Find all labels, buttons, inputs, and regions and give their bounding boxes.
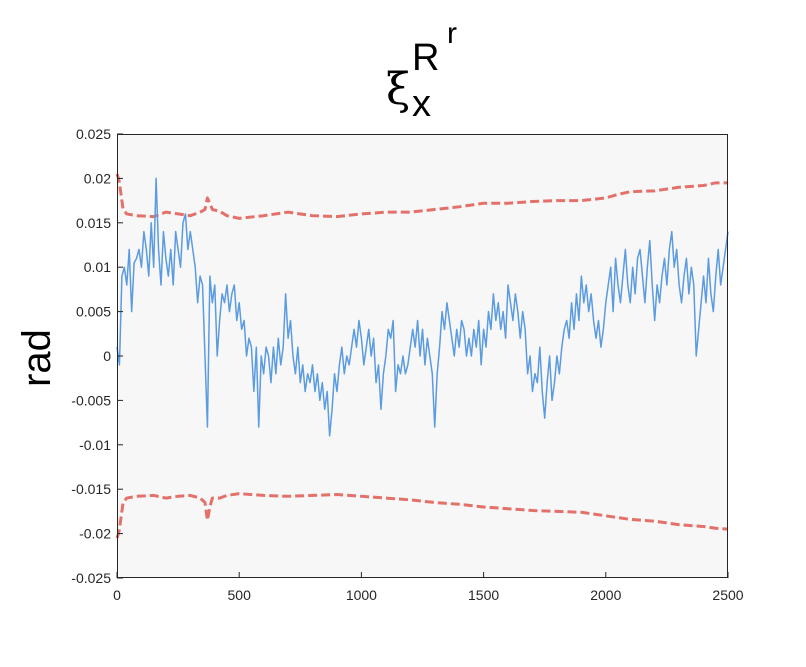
x-tick-label: 2000 xyxy=(590,587,621,603)
chart-title: ξ x R r xyxy=(386,17,457,125)
y-tick-label: 0.025 xyxy=(76,126,111,142)
title-subscript: x xyxy=(412,83,431,125)
y-tick-label: 0.01 xyxy=(84,259,111,275)
y-tick-label: 0 xyxy=(103,348,111,364)
y-tick-label: 0.015 xyxy=(76,215,111,231)
y-tick-label: -0.02 xyxy=(79,526,111,542)
ticks-layer: 0 500 1000 1500 2000 2500 -0.025 -0.02 -0.015 -0.… xyxy=(71,126,743,603)
x-tick-label: 1000 xyxy=(346,587,377,603)
title-superscript: R xyxy=(412,37,439,79)
lower-bound-line xyxy=(115,492,729,539)
upper-bound-line xyxy=(115,173,728,220)
y-tick-label: -0.005 xyxy=(71,392,111,408)
y-tick-label: -0.025 xyxy=(71,570,111,586)
x-tick-label: 1500 xyxy=(468,587,499,603)
y-tick-label: -0.01 xyxy=(79,437,111,453)
title-base: ξ xyxy=(386,64,410,115)
signal-line xyxy=(116,177,729,437)
y-tick-label: 0.02 xyxy=(84,170,111,186)
x-tick-label: 500 xyxy=(228,587,252,603)
plot-area xyxy=(117,134,728,578)
plot-frame xyxy=(117,134,728,578)
x-tick-label: 2500 xyxy=(712,587,743,603)
x-tick-label: 0 xyxy=(113,587,121,603)
series-layer xyxy=(115,173,729,539)
y-tick-label: 0.005 xyxy=(76,304,111,320)
y-tick-label: -0.015 xyxy=(71,481,111,497)
title-super-superscript: r xyxy=(447,17,457,50)
y-axis-label: rad xyxy=(15,329,59,387)
